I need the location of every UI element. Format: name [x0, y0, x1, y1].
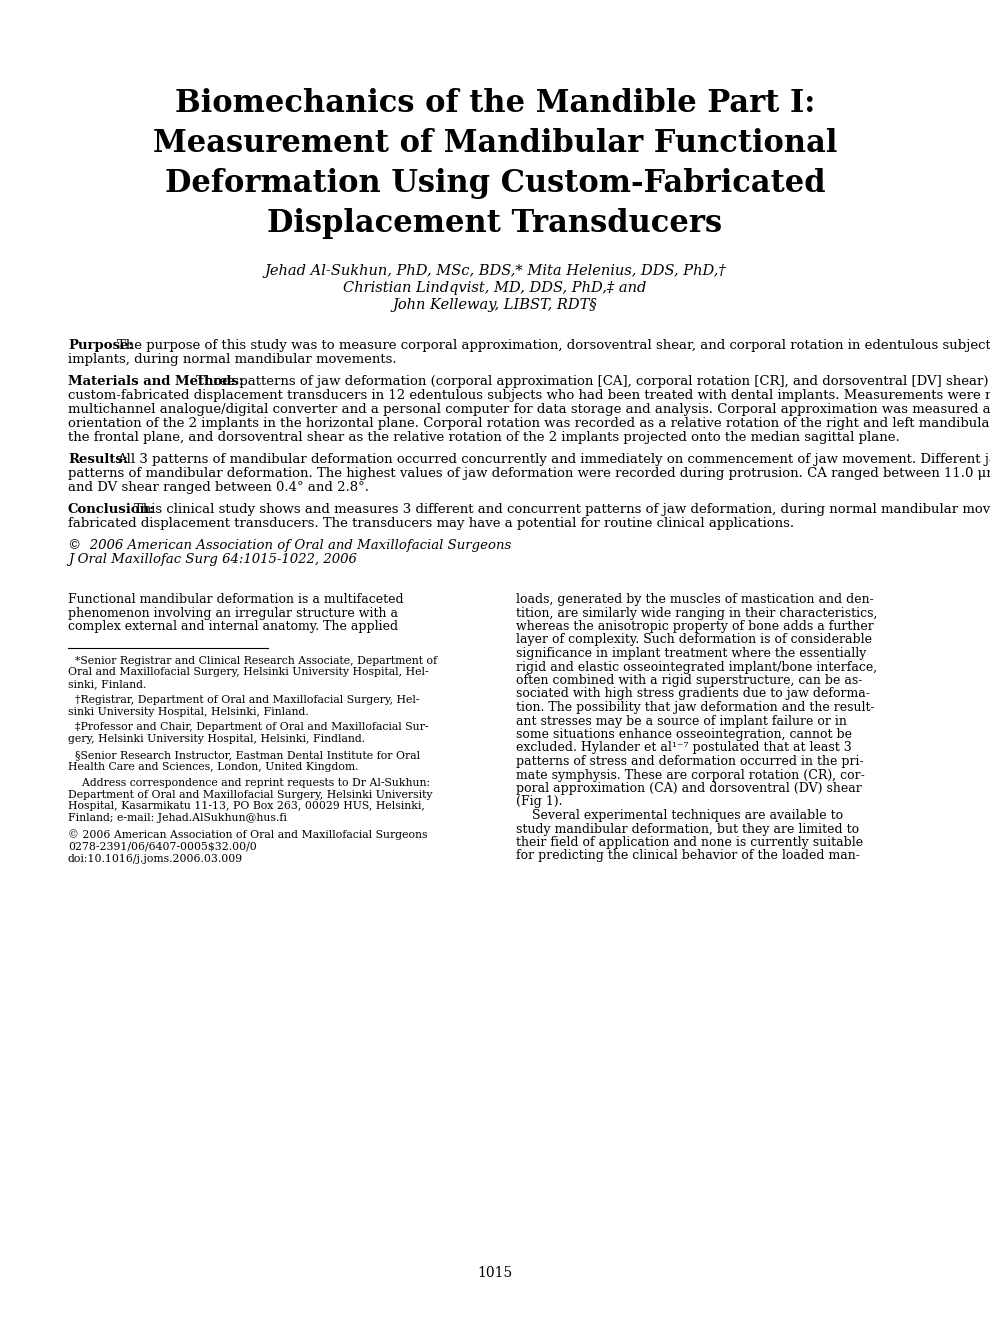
- Text: All 3 patterns of mandibular deformation occurred concurrently and immediately o: All 3 patterns of mandibular deformation…: [117, 453, 990, 466]
- Text: excluded. Hylander et al¹⁻⁷ postulated that at least 3: excluded. Hylander et al¹⁻⁷ postulated t…: [516, 742, 851, 755]
- Text: tion. The possibility that jaw deformation and the result-: tion. The possibility that jaw deformati…: [516, 701, 874, 714]
- Text: rigid and elastic osseointegrated implant/bone interface,: rigid and elastic osseointegrated implan…: [516, 660, 877, 673]
- Text: layer of complexity. Such deformation is of considerable: layer of complexity. Such deformation is…: [516, 634, 872, 647]
- Text: Jehad Al-Sukhun, PhD, MSc, BDS,* Mita Helenius, DDS, PhD,†: Jehad Al-Sukhun, PhD, MSc, BDS,* Mita He…: [264, 264, 726, 279]
- Text: Results:: Results:: [68, 453, 128, 466]
- Text: fabricated displacement transducers. The transducers may have a potential for ro: fabricated displacement transducers. The…: [68, 517, 794, 531]
- Text: This clinical study shows and measures 3 different and concurrent patterns of ja: This clinical study shows and measures 3…: [134, 503, 990, 516]
- Text: Health Care and Sciences, London, United Kingdom.: Health Care and Sciences, London, United…: [68, 762, 358, 772]
- Text: 0278-2391/06/6407-0005$32.00/0: 0278-2391/06/6407-0005$32.00/0: [68, 842, 256, 851]
- Text: tition, are similarly wide ranging in their characteristics,: tition, are similarly wide ranging in th…: [516, 606, 877, 619]
- Text: Several experimental techniques are available to: Several experimental techniques are avai…: [516, 809, 843, 822]
- Text: complex external and internal anatomy. The applied: complex external and internal anatomy. T…: [68, 620, 398, 634]
- Text: patterns of stress and deformation occurred in the pri-: patterns of stress and deformation occur…: [516, 755, 863, 768]
- Text: Deformation Using Custom-Fabricated: Deformation Using Custom-Fabricated: [164, 168, 826, 199]
- Text: Address correspondence and reprint requests to Dr Al-Sukhun:: Address correspondence and reprint reque…: [68, 777, 430, 788]
- Text: Finland; e-mail: Jehad.AlSukhun@hus.fi: Finland; e-mail: Jehad.AlSukhun@hus.fi: [68, 813, 287, 824]
- Text: Functional mandibular deformation is a multifaceted: Functional mandibular deformation is a m…: [68, 593, 404, 606]
- Text: Hospital, Kasarmikatu 11-13, PO Box 263, 00029 HUS, Helsinki,: Hospital, Kasarmikatu 11-13, PO Box 263,…: [68, 801, 425, 812]
- Text: ‡Professor and Chair, Department of Oral and Maxillofacial Sur-: ‡Professor and Chair, Department of Oral…: [68, 722, 429, 733]
- Text: Department of Oral and Maxillofacial Surgery, Helsinki University: Department of Oral and Maxillofacial Sur…: [68, 789, 433, 800]
- Text: © 2006 American Association of Oral and Maxillofacial Surgeons: © 2006 American Association of Oral and …: [68, 829, 428, 840]
- Text: sinki, Finland.: sinki, Finland.: [68, 678, 147, 689]
- Text: phenomenon involving an irregular structure with a: phenomenon involving an irregular struct…: [68, 606, 398, 619]
- Text: some situations enhance osseointegration, cannot be: some situations enhance osseointegration…: [516, 729, 852, 741]
- Text: ©  2006 American Association of Oral and Maxillofacial Surgeons: © 2006 American Association of Oral and …: [68, 539, 511, 552]
- Text: §Senior Research Instructor, Eastman Dental Institute for Oral: §Senior Research Instructor, Eastman Den…: [68, 750, 420, 760]
- Text: the frontal plane, and dorsoventral shear as the relative rotation of the 2 impl: the frontal plane, and dorsoventral shea…: [68, 432, 900, 444]
- Text: ant stresses may be a source of implant failure or in: ant stresses may be a source of implant …: [516, 714, 846, 727]
- Text: multichannel analogue/digital converter and a personal computer for data storage: multichannel analogue/digital converter …: [68, 403, 990, 416]
- Text: patterns of mandibular deformation. The highest values of jaw deformation were r: patterns of mandibular deformation. The …: [68, 467, 990, 480]
- Text: orientation of the 2 implants in the horizontal plane. Corporal rotation was rec: orientation of the 2 implants in the hor…: [68, 417, 990, 430]
- Text: significance in implant treatment where the essentially: significance in implant treatment where …: [516, 647, 866, 660]
- Text: custom-fabricated displacement transducers in 12 edentulous subjects who had bee: custom-fabricated displacement transduce…: [68, 389, 990, 403]
- Text: sociated with high stress gradients due to jaw deforma-: sociated with high stress gradients due …: [516, 688, 870, 701]
- Text: implants, during normal mandibular movements.: implants, during normal mandibular movem…: [68, 352, 397, 366]
- Text: *Senior Registrar and Clinical Research Associate, Department of: *Senior Registrar and Clinical Research …: [68, 656, 438, 665]
- Text: Christian Lindqvist, MD, DDS, PhD,‡ and: Christian Lindqvist, MD, DDS, PhD,‡ and: [344, 281, 646, 294]
- Text: Three patterns of jaw deformation (corporal approximation [CA], corporal rotatio: Three patterns of jaw deformation (corpo…: [196, 375, 990, 388]
- Text: Displacement Transducers: Displacement Transducers: [267, 209, 723, 239]
- Text: (Fig 1).: (Fig 1).: [516, 796, 562, 808]
- Text: sinki University Hospital, Helsinki, Finland.: sinki University Hospital, Helsinki, Fin…: [68, 706, 309, 717]
- Text: Measurement of Mandibular Functional: Measurement of Mandibular Functional: [152, 128, 838, 158]
- Text: Purpose:: Purpose:: [68, 339, 134, 352]
- Text: The purpose of this study was to measure corporal approximation, dorsoventral sh: The purpose of this study was to measure…: [117, 339, 990, 352]
- Text: study mandibular deformation, but they are limited to: study mandibular deformation, but they a…: [516, 822, 859, 836]
- Text: poral approximation (CA) and dorsoventral (DV) shear: poral approximation (CA) and dorsoventra…: [516, 781, 861, 795]
- Text: and DV shear ranged between 0.4° and 2.8°.: and DV shear ranged between 0.4° and 2.8…: [68, 480, 369, 494]
- Text: whereas the anisotropic property of bone adds a further: whereas the anisotropic property of bone…: [516, 620, 874, 634]
- Text: Biomechanics of the Mandible Part I:: Biomechanics of the Mandible Part I:: [175, 88, 815, 119]
- Text: 1015: 1015: [477, 1266, 513, 1280]
- Text: †Registrar, Department of Oral and Maxillofacial Surgery, Hel-: †Registrar, Department of Oral and Maxil…: [68, 694, 420, 705]
- Text: their field of application and none is currently suitable: their field of application and none is c…: [516, 836, 863, 849]
- Text: loads, generated by the muscles of mastication and den-: loads, generated by the muscles of masti…: [516, 593, 874, 606]
- Text: John Kelleway, LIBST, RDT§: John Kelleway, LIBST, RDT§: [393, 298, 597, 312]
- Text: Conclusion:: Conclusion:: [68, 503, 155, 516]
- Text: mate symphysis. These are corporal rotation (CR), cor-: mate symphysis. These are corporal rotat…: [516, 768, 864, 781]
- Text: gery, Helsinki University Hospital, Helsinki, Findland.: gery, Helsinki University Hospital, Hels…: [68, 734, 365, 744]
- Text: often combined with a rigid superstructure, can be as-: often combined with a rigid superstructu…: [516, 675, 862, 686]
- Text: Materials and Methods:: Materials and Methods:: [68, 375, 244, 388]
- Text: for predicting the clinical behavior of the loaded man-: for predicting the clinical behavior of …: [516, 850, 860, 862]
- Text: J Oral Maxillofac Surg 64:1015-1022, 2006: J Oral Maxillofac Surg 64:1015-1022, 200…: [68, 553, 356, 566]
- Text: Oral and Maxillofacial Surgery, Helsinki University Hospital, Hel-: Oral and Maxillofacial Surgery, Helsinki…: [68, 668, 429, 677]
- Text: doi:10.1016/j.joms.2006.03.009: doi:10.1016/j.joms.2006.03.009: [68, 854, 244, 865]
